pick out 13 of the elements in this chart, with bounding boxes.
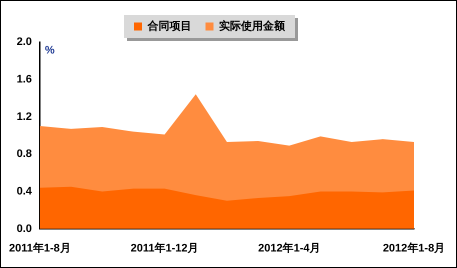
y-tick-label: 0.4 — [16, 185, 33, 198]
y-tick-label: 2.0 — [16, 36, 32, 48]
y-axis-title: % — [44, 44, 55, 57]
x-tick-label: 2012年1-8月 — [382, 241, 446, 254]
y-tick-label: 0.8 — [16, 148, 32, 160]
x-tick-label: 2011年1-12月 — [130, 241, 199, 254]
x-tick-label: 2011年1-8月 — [9, 241, 71, 254]
legend-label: 合同项目 — [146, 20, 192, 33]
legend-label: 实际使用金额 — [219, 20, 286, 33]
y-tick-label: 1.2 — [16, 110, 32, 123]
y-tick-label: 0.0 — [16, 222, 32, 235]
x-tick-label: 2012年1-4月 — [258, 241, 320, 254]
y-tick-label: 1.6 — [16, 73, 32, 86]
